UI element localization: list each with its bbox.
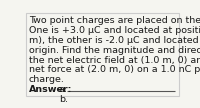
Text: Two point charges are placed on the y-axis.: Two point charges are placed on the y-ax… bbox=[29, 16, 200, 25]
Text: origin. Find the magnitude and direction of (a): origin. Find the magnitude and direction… bbox=[29, 46, 200, 55]
Text: One is +3.0 μC and located at position (0, 2: One is +3.0 μC and located at position (… bbox=[29, 26, 200, 35]
Text: Answer:: Answer: bbox=[29, 85, 72, 94]
Text: b.: b. bbox=[59, 95, 68, 104]
Text: charge.: charge. bbox=[29, 75, 65, 84]
Text: a.: a. bbox=[59, 85, 68, 94]
Text: the net electric field at (1.0 m, 0) and (b) the: the net electric field at (1.0 m, 0) and… bbox=[29, 56, 200, 65]
FancyBboxPatch shape bbox=[26, 13, 179, 96]
Text: m), the other is -2.0 μC and located at the: m), the other is -2.0 μC and located at … bbox=[29, 36, 200, 45]
Text: net force at (2.0 m, 0) on a 1.0 nC positive test: net force at (2.0 m, 0) on a 1.0 nC posi… bbox=[29, 65, 200, 74]
